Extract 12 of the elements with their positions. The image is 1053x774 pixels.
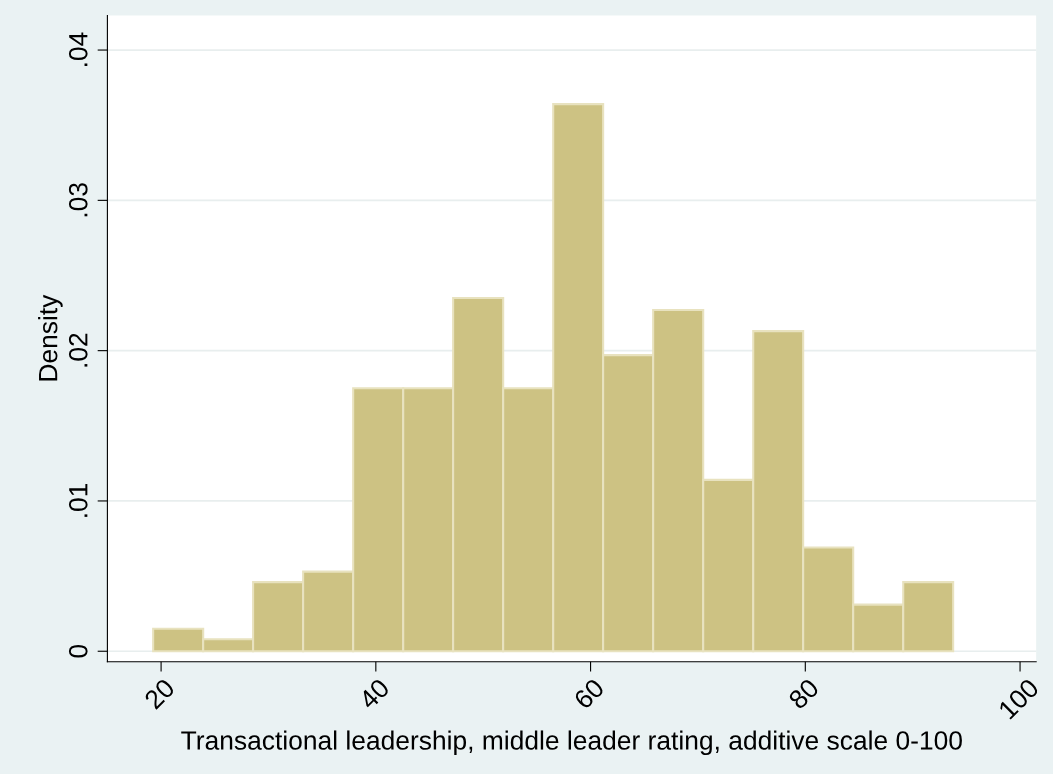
y-tick-label: 0: [68, 644, 88, 658]
x-tick-label: 100: [997, 677, 1040, 720]
y-tick-label: .04: [68, 32, 88, 66]
y-tick-label: .02: [68, 333, 88, 367]
y-tick-label: .01: [68, 483, 88, 517]
x-axis-title: Transactional leadership, middle leader rating, additive scale 0-100: [181, 730, 962, 756]
x-tick-label: 20: [143, 677, 176, 710]
x-tick-label: 40: [357, 677, 391, 711]
y-tick-label: .03: [68, 183, 88, 217]
x-tick-label: 60: [572, 677, 606, 710]
y-axis-title: Density: [38, 294, 63, 381]
x-tick-label: 80: [787, 677, 820, 710]
